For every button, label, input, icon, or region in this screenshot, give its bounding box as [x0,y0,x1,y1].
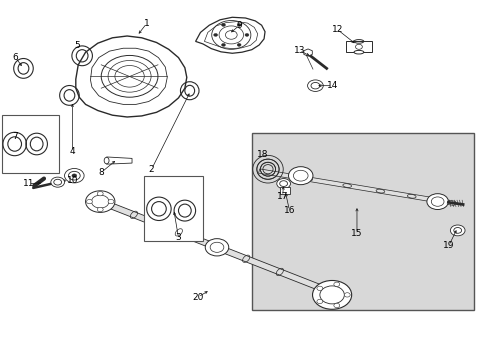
Circle shape [205,239,228,256]
Text: 16: 16 [283,206,295,215]
Circle shape [221,44,225,46]
Polygon shape [106,157,132,164]
Circle shape [276,179,290,189]
Circle shape [97,192,103,196]
Circle shape [316,286,322,291]
Polygon shape [98,199,326,292]
Polygon shape [303,49,312,56]
Circle shape [453,228,461,233]
Circle shape [312,280,351,309]
Circle shape [85,191,115,212]
Circle shape [72,174,77,177]
Text: 10: 10 [66,176,78,185]
Circle shape [333,303,339,308]
Text: 1: 1 [143,19,149,28]
Circle shape [288,167,312,185]
Circle shape [237,44,241,46]
FancyBboxPatch shape [346,41,371,52]
Circle shape [221,23,225,26]
Circle shape [91,195,109,208]
Text: 18: 18 [257,150,268,159]
Circle shape [244,33,248,36]
Text: 19: 19 [442,241,454,250]
Circle shape [97,207,103,212]
Circle shape [307,80,323,91]
Text: 15: 15 [350,229,362,238]
Text: 4: 4 [69,148,75,156]
Circle shape [86,199,92,204]
Circle shape [316,299,322,303]
Circle shape [449,225,464,236]
Polygon shape [258,169,454,206]
Circle shape [426,194,447,210]
Text: 8: 8 [99,167,104,176]
Circle shape [279,181,287,186]
Circle shape [355,44,362,49]
Circle shape [213,33,217,36]
Circle shape [68,171,80,180]
Circle shape [54,179,61,185]
Text: 14: 14 [326,81,338,90]
Text: 17: 17 [276,192,288,201]
FancyBboxPatch shape [251,133,473,310]
Text: 3: 3 [175,233,181,242]
FancyBboxPatch shape [2,115,59,173]
Ellipse shape [104,157,109,164]
Circle shape [344,293,349,297]
Polygon shape [76,36,186,117]
Text: 5: 5 [74,40,80,49]
Ellipse shape [353,50,363,54]
Circle shape [237,23,241,26]
Text: 11: 11 [22,179,34,188]
Text: 9: 9 [236,21,242,30]
Text: 6: 6 [13,53,19,62]
FancyBboxPatch shape [144,176,203,241]
Circle shape [108,199,114,204]
Text: 2: 2 [148,165,154,174]
Circle shape [64,168,84,183]
Circle shape [51,177,64,187]
Circle shape [310,82,319,89]
Circle shape [210,242,224,252]
Polygon shape [195,17,264,53]
Text: 20: 20 [192,292,203,302]
Text: 13: 13 [293,46,305,55]
Text: 7: 7 [12,132,18,141]
Circle shape [333,282,339,287]
Text: 12: 12 [331,25,343,34]
FancyBboxPatch shape [280,187,289,194]
